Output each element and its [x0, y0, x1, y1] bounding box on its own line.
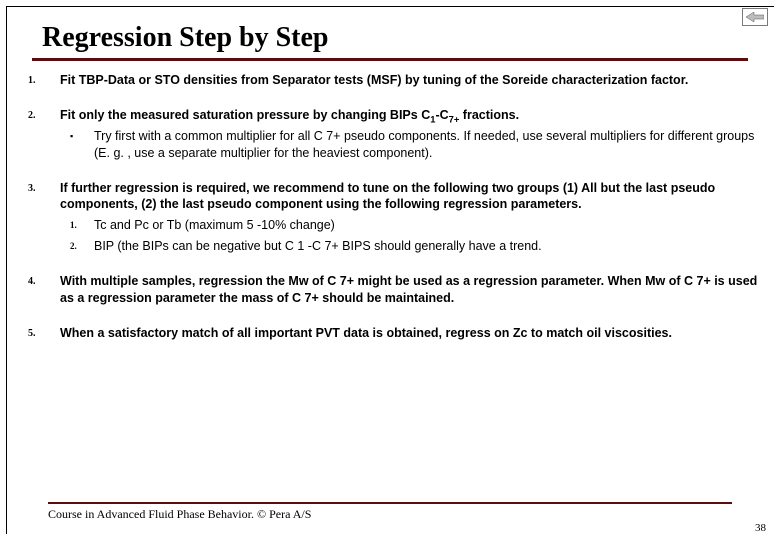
sub-text: Tc and Pc or Tb (maximum 5 -10% change)	[94, 217, 758, 234]
slide-title: Regression Step by Step	[42, 22, 329, 54]
item-number: 1.	[28, 72, 60, 89]
item-number: 2.	[28, 107, 60, 162]
sub-marker: 2.	[60, 238, 94, 255]
sub-item: ▪ Try first with a common multiplier for…	[60, 128, 758, 162]
sub-item: 2. BIP (the BIPs can be negative but C 1…	[60, 238, 758, 255]
item-number: 5.	[28, 325, 60, 342]
item-text: If further regression is required, we re…	[60, 181, 715, 212]
footer-line	[48, 502, 732, 504]
sub-marker: 1.	[60, 217, 94, 234]
item-text: Fit TBP-Data or STO densities from Separ…	[60, 72, 758, 89]
item-text: Fit only the measured saturation pressur…	[60, 108, 519, 122]
sub-item: 1. Tc and Pc or Tb (maximum 5 -10% chang…	[60, 217, 758, 234]
list-item: 3. If further regression is required, we…	[28, 180, 758, 256]
item-number: 4.	[28, 273, 60, 307]
item-body: If further regression is required, we re…	[60, 180, 758, 256]
item-body: Fit only the measured saturation pressur…	[60, 107, 758, 162]
item-text: When a satisfactory match of all importa…	[60, 325, 758, 342]
content-area: 1. Fit TBP-Data or STO densities from Se…	[28, 72, 758, 360]
page-number: 38	[755, 522, 766, 534]
title-underline	[32, 58, 748, 61]
list-item: 5. When a satisfactory match of all impo…	[28, 325, 758, 342]
sub-marker: ▪	[60, 128, 94, 162]
footer-text: Course in Advanced Fluid Phase Behavior.…	[48, 507, 311, 522]
list-item: 2. Fit only the measured saturation pres…	[28, 107, 758, 162]
list-item: 1. Fit TBP-Data or STO densities from Se…	[28, 72, 758, 89]
sub-text: BIP (the BIPs can be negative but C 1 -C…	[94, 238, 758, 255]
sub-text: Try first with a common multiplier for a…	[94, 128, 758, 162]
list-item: 4. With multiple samples, regression the…	[28, 273, 758, 307]
item-number: 3.	[28, 180, 60, 256]
item-text: With multiple samples, regression the Mw…	[60, 273, 758, 307]
back-arrow-icon[interactable]	[742, 8, 768, 26]
